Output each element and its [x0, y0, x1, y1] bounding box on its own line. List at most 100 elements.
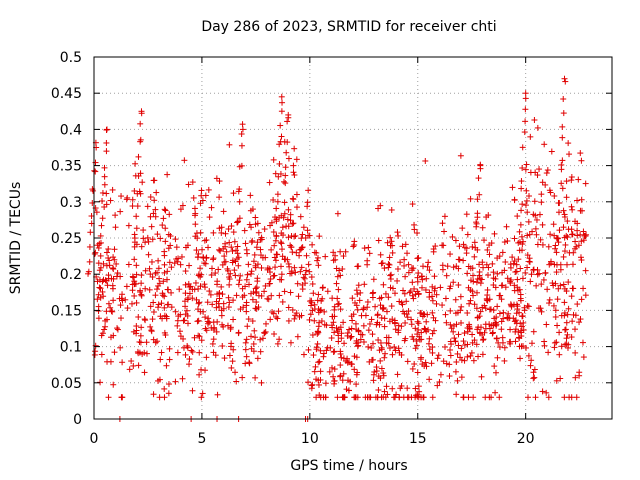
data-point — [285, 304, 292, 311]
data-point — [478, 276, 485, 283]
data-point — [247, 192, 254, 199]
data-point — [362, 312, 369, 319]
data-point — [195, 332, 202, 339]
data-point — [230, 190, 237, 197]
data-point — [235, 254, 242, 261]
data-point — [153, 189, 160, 196]
data-point — [557, 375, 564, 382]
data-point — [506, 315, 513, 322]
data-point — [486, 242, 493, 249]
data-point — [281, 199, 288, 206]
data-point — [316, 233, 323, 240]
data-point — [310, 352, 317, 359]
data-point — [402, 273, 409, 280]
data-point — [423, 275, 430, 282]
data-point — [498, 326, 505, 333]
data-point — [536, 270, 543, 277]
data-point — [128, 358, 135, 365]
data-point — [239, 294, 246, 301]
data-point — [91, 351, 98, 358]
data-point — [96, 267, 103, 274]
data-point — [196, 371, 203, 378]
data-point — [380, 281, 387, 288]
data-point — [368, 316, 375, 323]
data-point — [195, 317, 202, 324]
data-point — [392, 326, 399, 333]
data-point — [400, 308, 407, 315]
data-point — [494, 255, 501, 262]
data-point — [248, 345, 255, 352]
data-point — [250, 258, 257, 265]
data-point — [568, 203, 575, 210]
data-point — [145, 251, 152, 258]
data-point — [401, 256, 408, 263]
data-point — [150, 391, 157, 398]
data-point — [293, 156, 300, 163]
data-point — [198, 192, 205, 199]
data-point — [261, 226, 268, 233]
data-point — [340, 253, 347, 260]
data-point — [561, 213, 568, 220]
data-point — [467, 352, 474, 359]
data-point — [290, 220, 297, 227]
data-point — [499, 334, 506, 341]
x-tick-labels: 0 5 10 15 20 — [90, 431, 535, 447]
data-point — [342, 248, 349, 255]
data-point — [272, 264, 279, 271]
data-point — [202, 284, 209, 291]
data-point — [103, 201, 110, 208]
data-point — [146, 286, 153, 293]
data-point — [235, 281, 242, 288]
data-point — [334, 210, 341, 217]
data-point — [270, 156, 277, 163]
data-point — [561, 285, 568, 292]
data-point — [483, 261, 490, 268]
data-point — [280, 214, 287, 221]
data-point — [579, 339, 586, 346]
data-point — [563, 178, 570, 185]
data-point — [563, 335, 570, 342]
data-point — [547, 189, 554, 196]
data-point — [278, 271, 285, 278]
data-point — [298, 264, 305, 271]
data-point — [374, 319, 381, 326]
data-point — [360, 322, 367, 329]
data-point — [416, 336, 423, 343]
data-point — [398, 323, 405, 330]
data-point — [577, 316, 584, 323]
data-point — [284, 139, 291, 146]
data-point — [230, 297, 237, 304]
data-point — [473, 279, 480, 286]
data-point — [482, 394, 489, 401]
data-point — [288, 244, 295, 251]
data-point — [458, 357, 465, 364]
data-point — [481, 237, 488, 244]
data-point — [315, 262, 322, 269]
data-point — [347, 334, 354, 341]
data-point — [490, 275, 497, 282]
data-point — [174, 317, 181, 324]
data-point — [577, 150, 584, 157]
data-point — [375, 373, 382, 380]
data-point — [339, 377, 346, 384]
data-point — [137, 136, 144, 143]
data-point — [348, 360, 355, 367]
data-point — [162, 225, 169, 232]
data-point — [529, 228, 536, 235]
data-point — [557, 266, 564, 273]
data-point — [378, 260, 385, 267]
data-point — [413, 337, 420, 344]
data-point — [560, 207, 567, 214]
data-point — [166, 345, 173, 352]
data-point — [322, 394, 329, 401]
data-point — [561, 75, 568, 82]
data-point — [229, 257, 236, 264]
data-point — [454, 350, 461, 357]
data-point — [559, 134, 566, 141]
data-point — [488, 322, 495, 329]
data-point — [165, 390, 172, 397]
data-point — [300, 224, 307, 231]
data-point — [111, 256, 118, 263]
data-point — [454, 377, 461, 384]
data-point — [393, 391, 400, 398]
